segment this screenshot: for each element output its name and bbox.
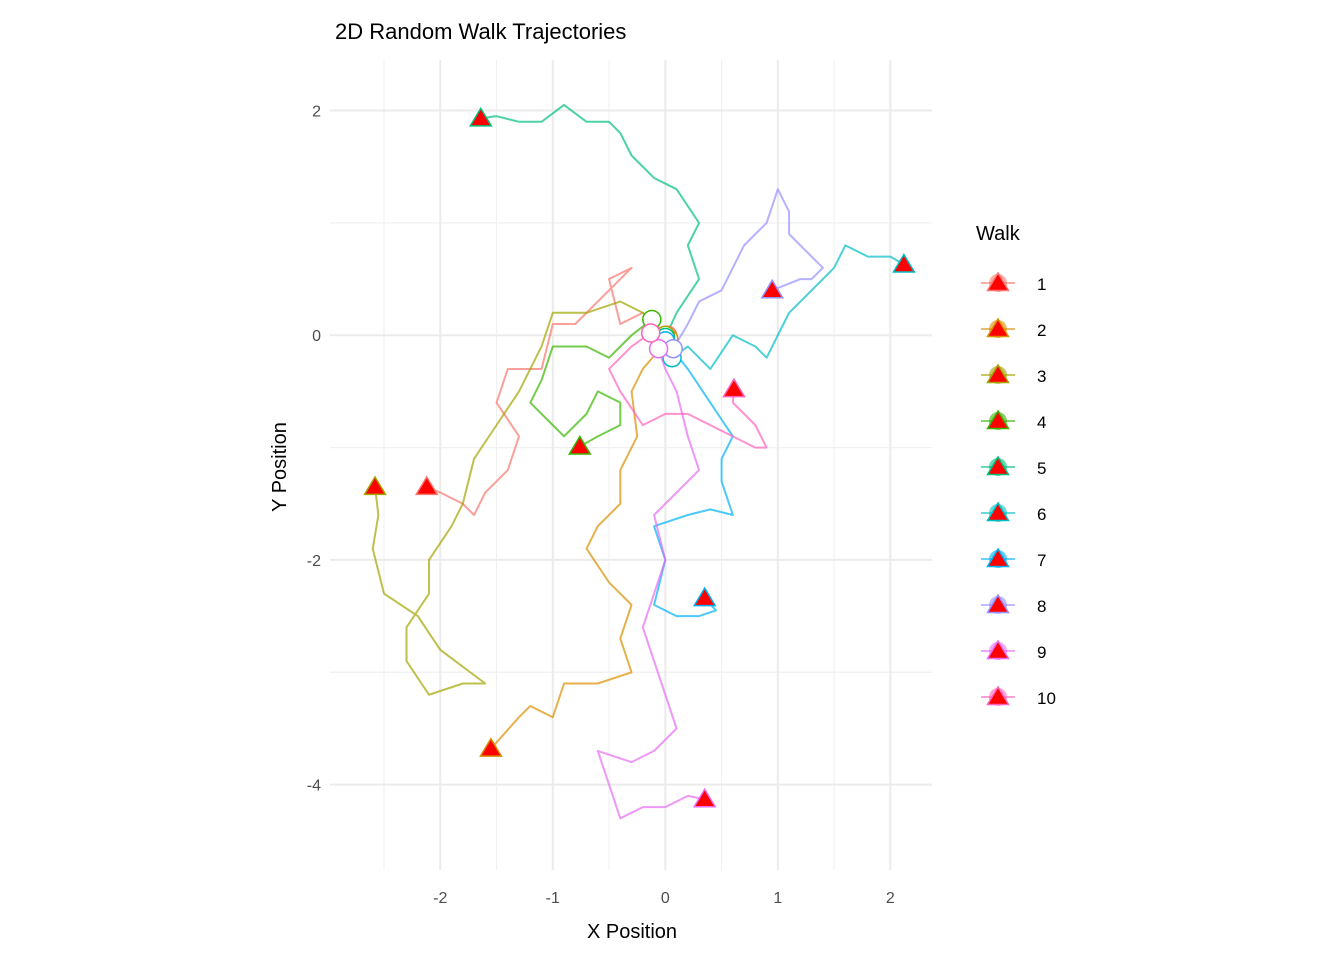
walk-line-7: [653, 340, 734, 618]
legend-key-triangle: [986, 501, 1010, 522]
walk-line-4: [529, 318, 653, 448]
legend-key-triangle: [986, 363, 1010, 384]
legend-key-triangle: [986, 685, 1010, 706]
walk-line-10: [608, 332, 768, 449]
end-point-8: [760, 278, 785, 299]
end-point-2: [479, 737, 503, 757]
legend-key-triangle: [986, 271, 1010, 292]
legend-key-triangle: [986, 455, 1010, 476]
y-ticks: -4 -2 0 2: [307, 104, 321, 795]
legend-label-7: 7: [1037, 551, 1046, 570]
legend-label-8: 8: [1037, 597, 1046, 616]
walk-line-8: [672, 188, 824, 350]
legend-label-3: 3: [1037, 367, 1046, 386]
end-point-1: [414, 475, 439, 496]
legend-label-4: 4: [1037, 413, 1046, 432]
x-tick-label: -1: [546, 890, 560, 907]
x-ticks: -2 -1 0 1 2: [433, 890, 895, 907]
legend-key-triangle: [986, 409, 1010, 430]
walk-lines: [371, 103, 905, 820]
legend-key-triangle: [986, 317, 1010, 338]
walk-line-6: [671, 244, 905, 370]
walk-line-3: [371, 300, 667, 696]
y-tick-label: 2: [312, 104, 321, 121]
walk-line-2: [490, 337, 670, 750]
walk-line-1: [426, 266, 669, 516]
walk-markers: [363, 106, 916, 808]
legend-label-9: 9: [1037, 643, 1046, 662]
start-point-10: [640, 323, 661, 343]
y-tick-label: 0: [312, 328, 321, 345]
legend-title: Walk: [976, 223, 1021, 245]
legend-key-triangle: [986, 593, 1010, 614]
x-tick-label: -2: [433, 890, 447, 907]
y-tick-label: -4: [307, 778, 321, 795]
chart-title: 2D Random Walk Trajectories: [335, 19, 626, 44]
legend-key-triangle: [986, 639, 1010, 660]
y-axis-label: Y Position: [269, 422, 291, 512]
end-point-10: [722, 377, 746, 398]
y-tick-label: -2: [307, 553, 321, 570]
end-point-4: [567, 435, 592, 455]
legend-label-5: 5: [1037, 459, 1046, 478]
legend-label-2: 2: [1037, 321, 1046, 340]
legend-label-10: 10: [1037, 689, 1056, 708]
start-point-9: [648, 338, 669, 359]
legend-label-1: 1: [1037, 275, 1046, 294]
grid: [330, 60, 932, 870]
end-point-5: [468, 106, 493, 127]
legend-key-triangle: [986, 547, 1010, 568]
end-point-9: [692, 787, 717, 808]
walk-line-9: [596, 348, 705, 820]
x-axis-label: X Position: [587, 921, 677, 943]
end-point-7: [692, 586, 717, 607]
x-tick-label: 0: [661, 890, 670, 907]
end-point-3: [363, 475, 387, 496]
end-point-6: [892, 253, 916, 273]
x-tick-label: 1: [773, 890, 782, 907]
walk-line-5: [480, 103, 701, 338]
legend: 1 2 3 4 5 6 7 8 9 10: [981, 271, 1056, 708]
x-tick-label: 2: [886, 890, 895, 907]
legend-label-6: 6: [1037, 505, 1046, 524]
